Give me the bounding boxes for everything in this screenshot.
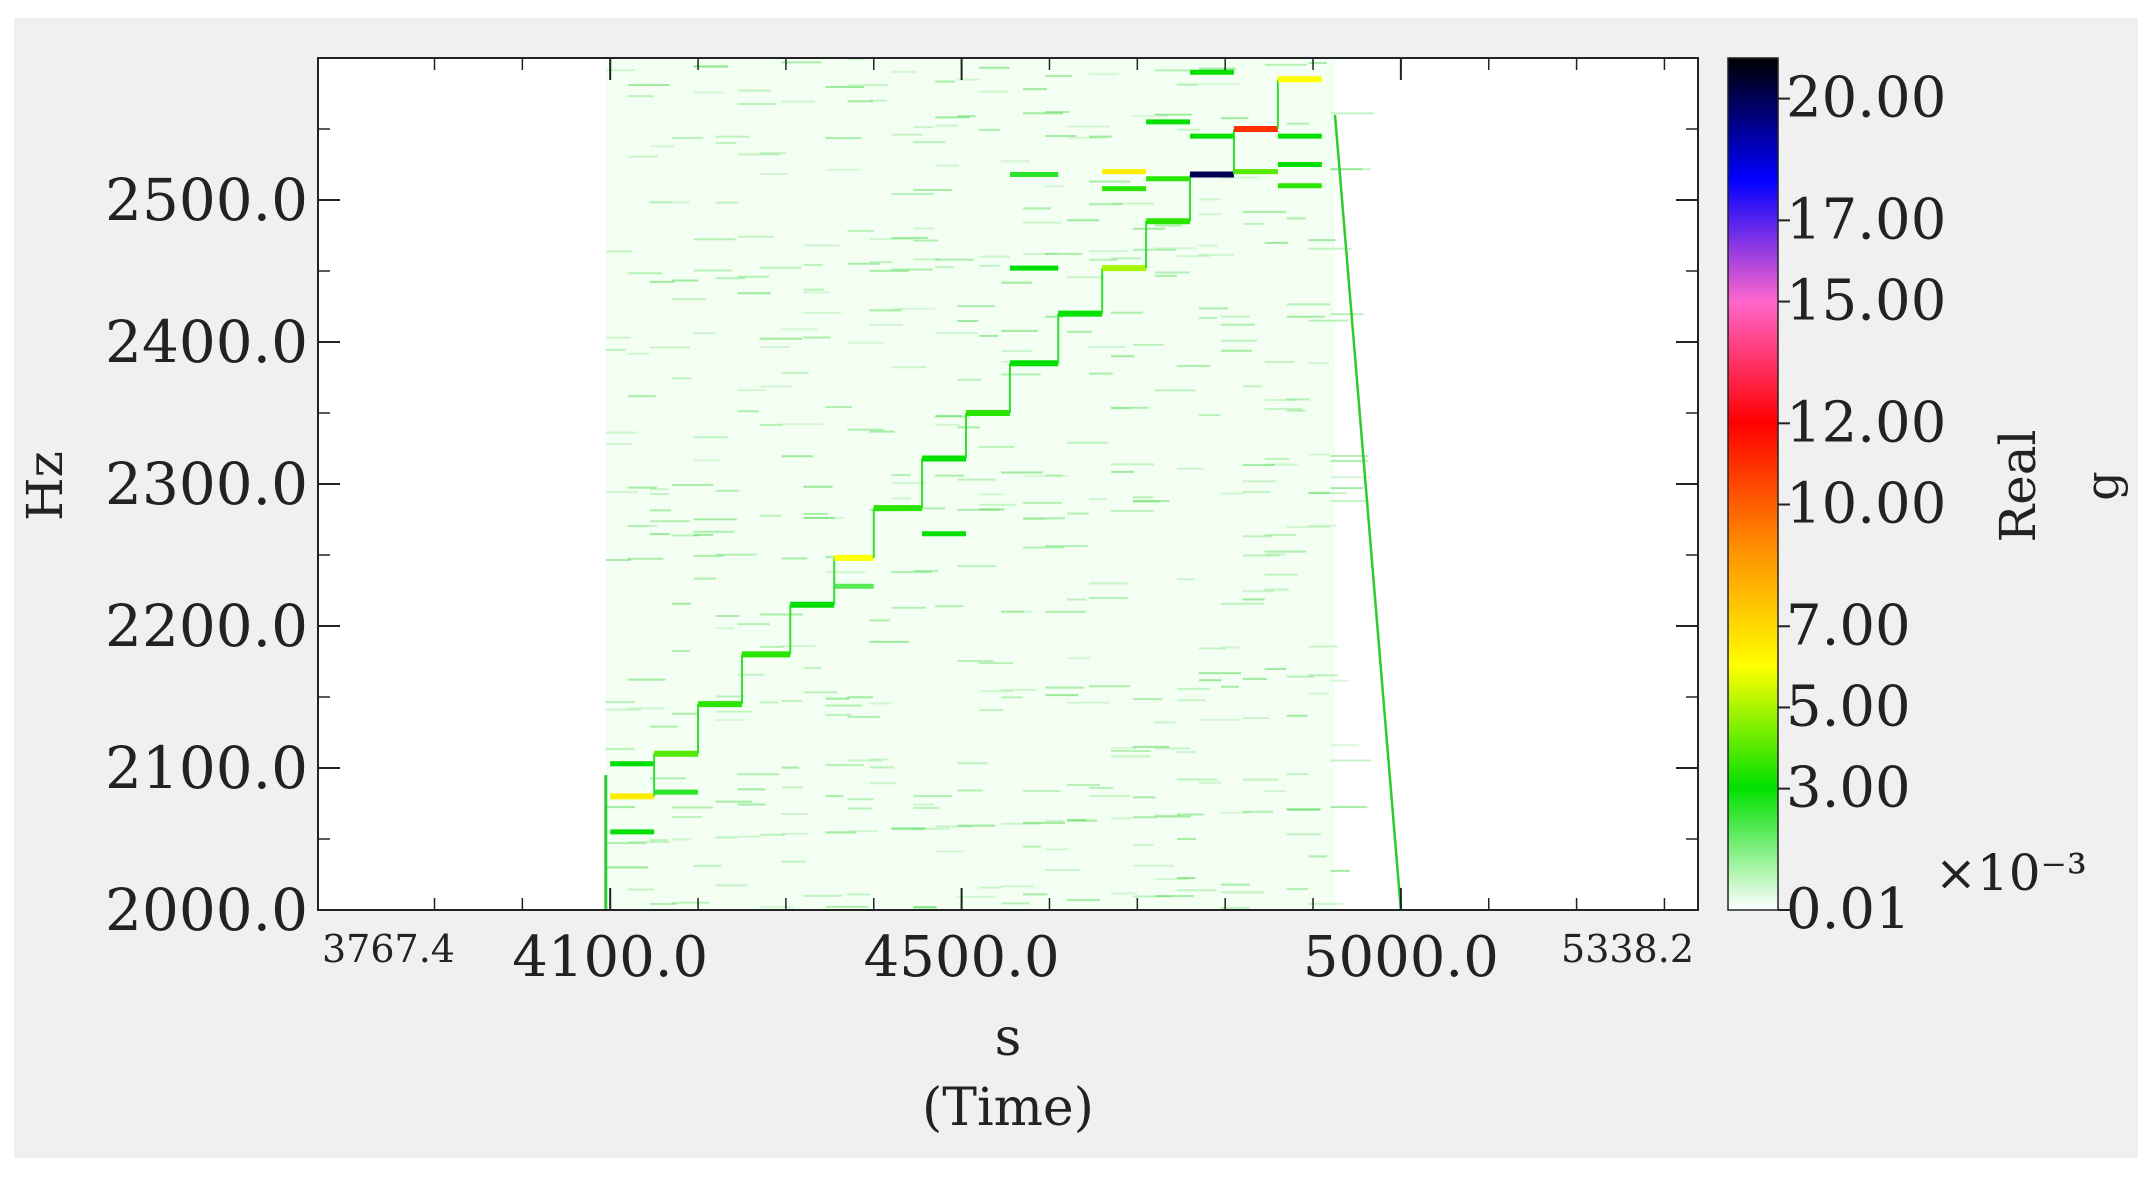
y-tick-label: 2000.0 <box>105 876 308 944</box>
y-tick-label: 2300.0 <box>105 450 308 518</box>
colorbar-tick-label: 7.00 <box>1786 593 1911 658</box>
colorbar-exponent: ×10⁻³ <box>1935 844 2087 902</box>
colorbar-ticks: 0.01 3.00 5.00 7.00 10.00 12.00 15.00 17.00 20.0… <box>1778 66 1946 942</box>
step-track <box>610 76 1322 800</box>
x-tick-label: 5338.2 <box>1561 927 1694 971</box>
x-tick-label: 4100.0 <box>512 925 708 990</box>
colorbar-tick-label: 12.00 <box>1786 390 1946 455</box>
colorbar-tick-label: 5.00 <box>1786 674 1911 739</box>
colorbar-unit: g <box>2075 471 2129 500</box>
colorbar-tick-label: 10.00 <box>1786 471 1946 536</box>
y-tick-label: 2100.0 <box>105 734 308 802</box>
x-tick-label: 5000.0 <box>1303 925 1499 990</box>
y-tick-label: 2400.0 <box>105 308 308 376</box>
colorbar-tick-label: 20.00 <box>1786 66 1946 131</box>
y-tick-label: 2200.0 <box>105 592 308 660</box>
secondary-lines <box>610 69 1322 835</box>
x-axis-sublabel: (Time) <box>922 1078 1094 1138</box>
x-axis-label: s <box>995 1008 1022 1068</box>
x-tick-label: 4500.0 <box>864 925 1060 990</box>
x-axis-ticks: 3767.4 4100.0 4500.0 5000.0 5338.2 <box>322 58 1694 990</box>
x-tick-label: 3767.4 <box>322 927 455 971</box>
colorbar-tick-label: 17.00 <box>1786 187 1946 252</box>
colorbar-tick-label: 15.00 <box>1786 269 1946 334</box>
colorbar-tick-label: 0.01 <box>1786 877 1911 942</box>
heatmap-layer <box>604 58 1403 910</box>
active-band <box>605 58 1335 910</box>
y-axis-label: Hz <box>16 451 74 521</box>
colorbar-label: Real <box>1989 429 2047 542</box>
colorbar-tick-label: 3.00 <box>1786 756 1911 821</box>
y-tick-label: 2500.0 <box>105 166 308 234</box>
colorbar <box>1727 57 1779 911</box>
background-noise <box>605 58 1374 910</box>
y-axis-ticks: 2000.0 2100.0 2200.0 2300.0 2400.0 2500.0 <box>105 128 1698 944</box>
decay-tail <box>1333 114 1403 910</box>
